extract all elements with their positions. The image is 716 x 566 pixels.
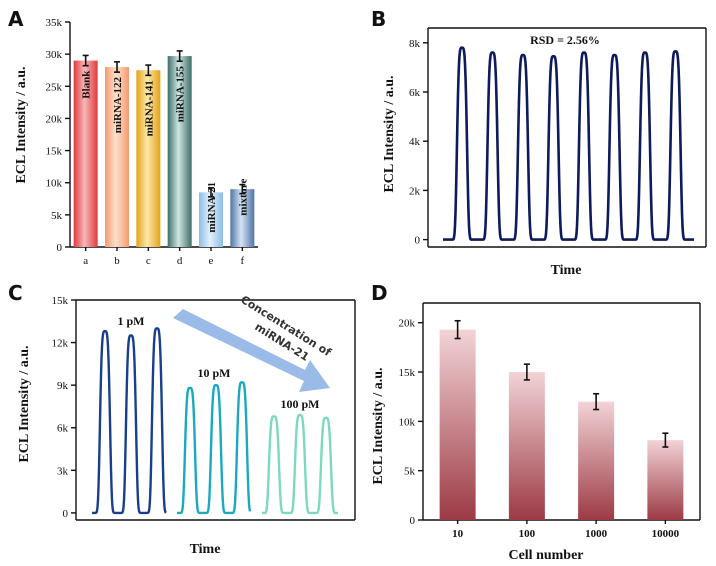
panel-b-series-line bbox=[443, 46, 694, 241]
panel-d-ylabel: ECL Intensity / a.u. bbox=[371, 367, 386, 484]
panel-c-series-label: 1 pM bbox=[118, 314, 145, 328]
panel-a-ytick-label: 5k bbox=[51, 210, 63, 222]
panel-a-bar-label: mixture bbox=[237, 179, 249, 216]
panel-b-xlabel: Time bbox=[551, 263, 582, 278]
panel-a-xtick-label: c bbox=[146, 255, 151, 267]
panel-a-bar-label: miRNA-141 bbox=[143, 80, 155, 136]
panel-d-xtick-label: 1000 bbox=[585, 528, 608, 540]
panel-a-bar bbox=[167, 56, 192, 248]
panel-a-bar-label: miRNA-155 bbox=[175, 66, 187, 123]
panel-b-ytick-label: 0 bbox=[415, 235, 421, 247]
panel-a-ytick-label: 30k bbox=[46, 49, 63, 61]
panel-d-xtick-label: 10000 bbox=[652, 528, 680, 540]
panel-b-ytick-label: 6k bbox=[409, 87, 421, 99]
panel-c-label: C bbox=[8, 281, 23, 305]
panel-b-ytick-label: 8k bbox=[409, 38, 421, 50]
panel-c: C ECL Intensity / a.u. Time 0 3k 6k 9k 12k 15… bbox=[8, 281, 356, 557]
panel-c-ylabel: ECL Intensity / a.u. bbox=[17, 345, 32, 462]
panel-a-bar-label: Blank bbox=[81, 70, 93, 99]
panel-d-xtick-label: 10 bbox=[452, 528, 464, 540]
panel-c-xlabel: Time bbox=[190, 542, 221, 557]
panel-a-ytick-label: 35k bbox=[46, 17, 63, 29]
panel-b-ylabel: ECL Intensity / a.u. bbox=[382, 75, 397, 192]
panel-a-bar-label: miRNA-21 bbox=[206, 182, 218, 233]
panel-d: D ECL Intensity / a.u. Cell number 0 5k 10… bbox=[371, 281, 701, 563]
panel-a-bar-label: miRNA-122 bbox=[112, 77, 124, 134]
panel-a: A ECL Intensity / a.u. 0 5k 10k 15k 20k 25k 30… bbox=[8, 7, 258, 267]
panel-d-bar bbox=[439, 329, 476, 520]
panel-a-label: A bbox=[8, 7, 24, 31]
panel-a-bar bbox=[105, 67, 129, 247]
panel-b-ytick-label: 2k bbox=[409, 185, 421, 197]
panel-c-ytick-label: 15k bbox=[52, 295, 69, 307]
panel-a-bar bbox=[73, 60, 98, 248]
panel-a-bar bbox=[136, 70, 161, 247]
panel-c-series-line bbox=[177, 381, 252, 515]
panel-d-ytick-label: 20k bbox=[399, 318, 416, 330]
panel-a-xtick-label: f bbox=[240, 255, 244, 267]
panel-a-ytick-label: 25k bbox=[46, 81, 63, 93]
panel-a-xtick-label: d bbox=[177, 255, 183, 267]
panel-a-ylabel: ECL Intensity / a.u. bbox=[14, 66, 29, 183]
panel-a-bar bbox=[199, 192, 223, 247]
panel-a-ytick-label: 0 bbox=[57, 242, 63, 254]
panel-c-series-label: 10 pM bbox=[198, 366, 231, 380]
panel-c-series-label: 100 pM bbox=[281, 397, 320, 411]
panel-d-ytick-label: 10k bbox=[399, 416, 416, 428]
panel-d-ytick-label: 15k bbox=[399, 367, 416, 379]
concentration-arrow-shape bbox=[173, 309, 330, 392]
panel-d-ytick-label: 0 bbox=[410, 515, 416, 527]
panel-d-xtick-label: 100 bbox=[519, 528, 536, 540]
panel-c-ytick-label: 0 bbox=[63, 508, 69, 520]
panel-d-bar bbox=[647, 440, 684, 520]
panel-d-label: D bbox=[371, 281, 388, 305]
panel-a-ytick-label: 20k bbox=[46, 113, 63, 125]
panel-a-bar bbox=[230, 189, 255, 247]
panel-c-ytick-label: 3k bbox=[57, 465, 69, 477]
panel-a-xtick-label: b bbox=[114, 255, 120, 267]
panel-b-rsd-annotation: RSD = 2.56% bbox=[530, 33, 600, 47]
panel-c-series-line bbox=[262, 413, 338, 515]
panel-b-label: B bbox=[371, 7, 386, 31]
panel-d-xlabel: Cell number bbox=[508, 548, 583, 563]
panel-c-series-line bbox=[92, 327, 167, 515]
panel-c-ytick-label: 12k bbox=[52, 338, 69, 350]
panel-c-ytick-label: 9k bbox=[57, 380, 69, 392]
panel-d-bar bbox=[508, 372, 545, 520]
panel-a-ytick-label: 15k bbox=[46, 146, 63, 158]
panel-a-ytick-label: 10k bbox=[46, 178, 63, 190]
panel-a-xtick-label: a bbox=[83, 255, 88, 267]
panel-b-ytick-label: 4k bbox=[409, 136, 421, 148]
panel-d-bar bbox=[578, 401, 615, 520]
panel-b: B ECL Intensity / a.u. Time RSD = 2.56% … bbox=[371, 7, 707, 278]
panel-c-ytick-label: 6k bbox=[57, 423, 69, 435]
panel-a-xtick-label: e bbox=[209, 255, 214, 267]
panel-d-ytick-label: 5k bbox=[404, 466, 416, 478]
